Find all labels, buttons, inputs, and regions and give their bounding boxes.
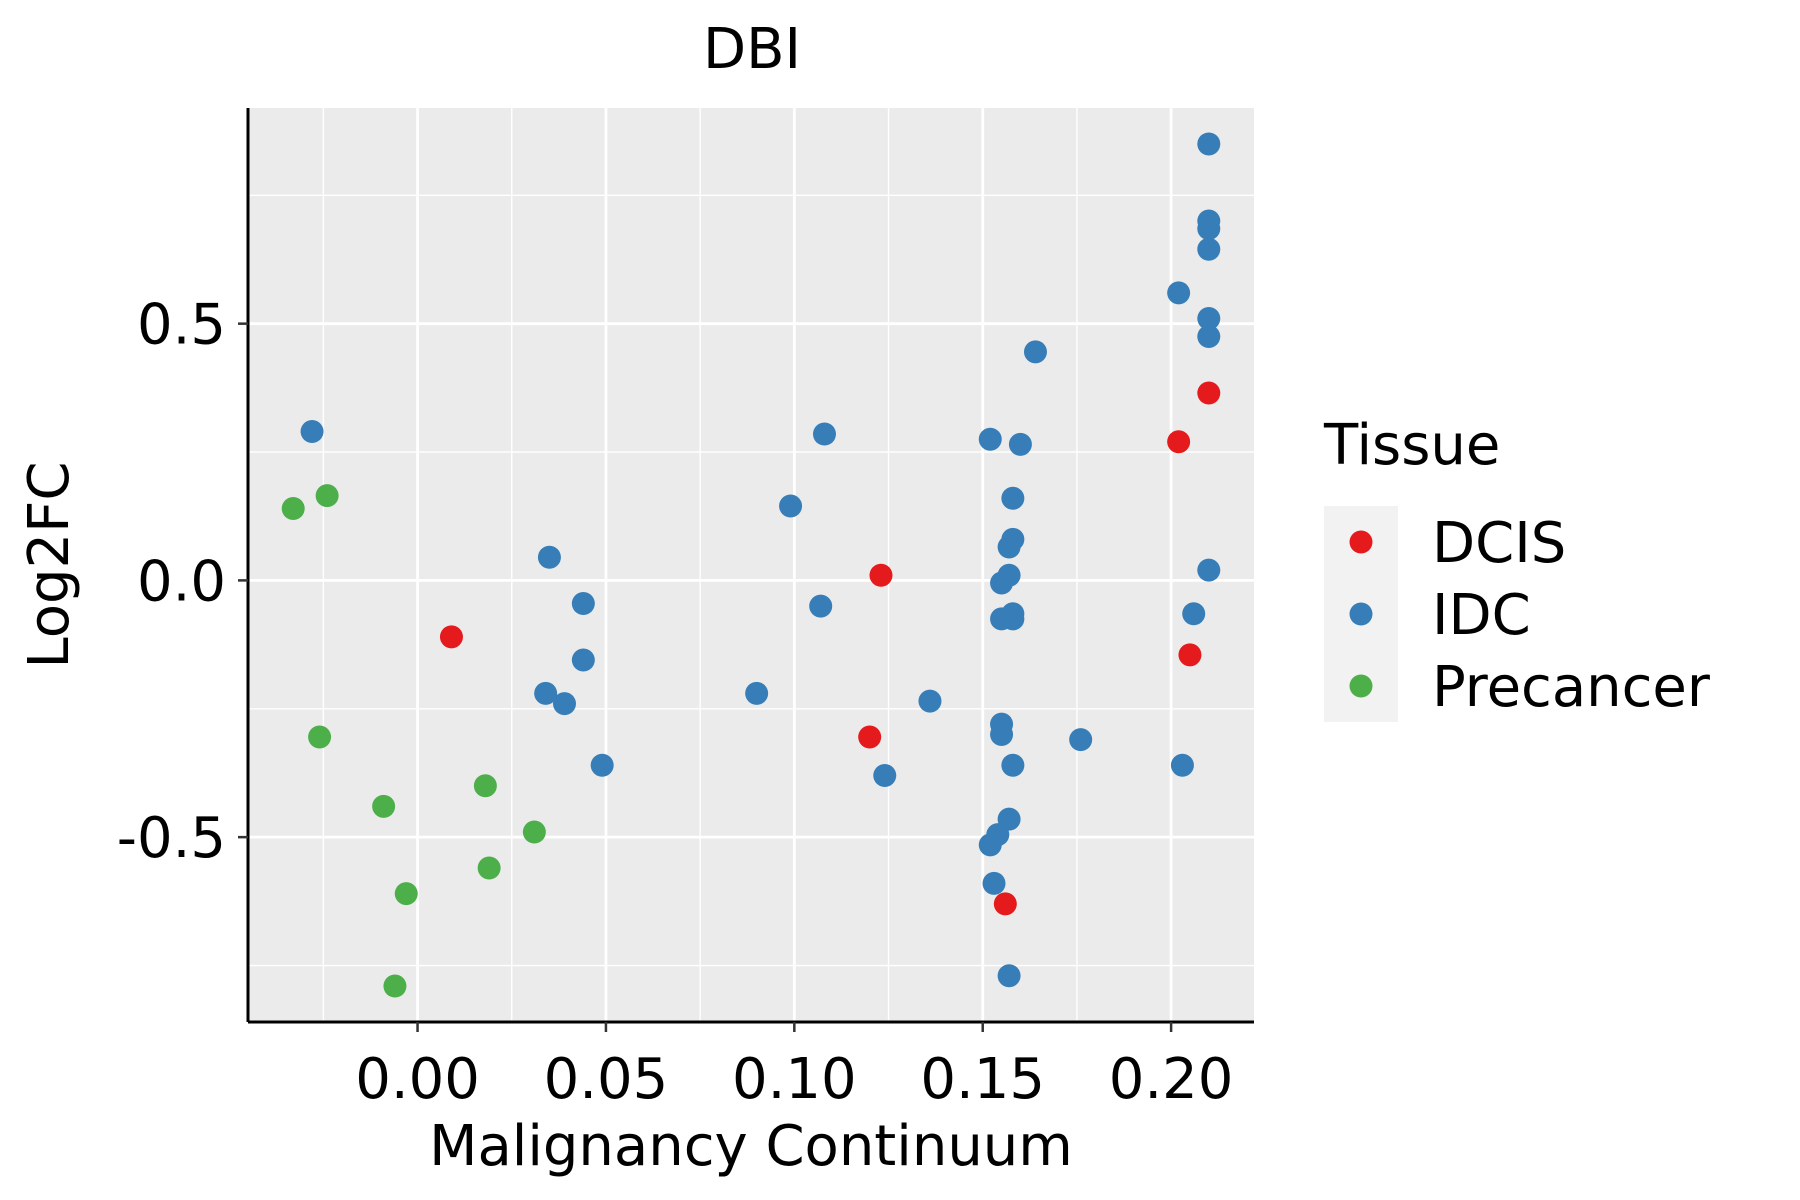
y-axis-ticks: 0.5 0.0 -0.5 bbox=[117, 293, 248, 871]
data-point-precancer bbox=[281, 497, 305, 521]
data-point-idc bbox=[1197, 307, 1221, 331]
x-tick-label: 0.10 bbox=[732, 1047, 857, 1112]
legend-label-precancer: Precancer bbox=[1432, 655, 1711, 720]
data-point-idc bbox=[1170, 753, 1194, 777]
data-point-idc bbox=[1069, 728, 1093, 752]
data-point-idc bbox=[552, 692, 576, 716]
data-point-idc bbox=[779, 494, 803, 518]
x-axis-ticks: 0.00 0.05 0.10 0.15 0.20 bbox=[355, 1022, 1233, 1112]
legend-key-idc bbox=[1349, 602, 1373, 626]
data-point-idc bbox=[997, 535, 1021, 559]
data-point-idc bbox=[812, 422, 836, 446]
major-gridlines bbox=[248, 108, 1254, 1022]
data-point-dcis bbox=[1197, 381, 1221, 405]
data-point-idc bbox=[537, 545, 561, 569]
data-point-dcis bbox=[993, 892, 1017, 916]
x-tick-label: 0.05 bbox=[544, 1047, 669, 1112]
data-point-idc bbox=[1008, 432, 1032, 456]
data-point-idc bbox=[982, 871, 1006, 895]
data-point-idc bbox=[978, 833, 1002, 857]
data-point-idc bbox=[1182, 602, 1206, 626]
series-dcis bbox=[439, 381, 1221, 916]
x-axis-title: Malignancy Continuum bbox=[429, 1114, 1073, 1179]
data-point-idc bbox=[1197, 558, 1221, 582]
y-axis-title: Log2FC bbox=[17, 462, 82, 669]
data-point-dcis bbox=[439, 625, 463, 649]
y-tick-label: 0.5 bbox=[137, 293, 226, 358]
legend-label-dcis: DCIS bbox=[1432, 511, 1566, 576]
data-point-idc bbox=[571, 648, 595, 672]
plot-panel bbox=[248, 108, 1254, 1022]
data-point-idc bbox=[1197, 237, 1221, 261]
data-point-idc bbox=[534, 681, 558, 705]
data-point-dcis bbox=[1178, 643, 1202, 667]
legend: Tissue DCIS IDC Precancer bbox=[1323, 413, 1711, 722]
legend-key-precancer bbox=[1349, 674, 1373, 698]
legend-key-dcis bbox=[1349, 530, 1373, 554]
data-point-idc bbox=[990, 571, 1014, 595]
series-idc bbox=[300, 132, 1221, 988]
data-point-idc bbox=[1001, 753, 1025, 777]
x-tick-label: 0.20 bbox=[1109, 1047, 1234, 1112]
data-point-idc bbox=[300, 419, 324, 443]
data-point-dcis bbox=[858, 725, 882, 749]
data-point-dcis bbox=[869, 563, 893, 587]
legend-entries: DCIS IDC Precancer bbox=[1349, 511, 1711, 720]
data-point-idc bbox=[571, 592, 595, 616]
data-point-idc bbox=[809, 594, 833, 618]
legend-label-idc: IDC bbox=[1432, 583, 1531, 648]
minor-gridlines bbox=[248, 108, 1254, 1022]
data-point-idc bbox=[997, 964, 1021, 988]
y-tick-label: -0.5 bbox=[117, 806, 226, 871]
data-point-precancer bbox=[394, 882, 418, 906]
x-tick-label: 0.15 bbox=[920, 1047, 1045, 1112]
data-point-idc bbox=[918, 689, 942, 713]
data-point-idc bbox=[990, 722, 1014, 746]
series-precancer bbox=[281, 484, 546, 998]
data-point-idc bbox=[745, 681, 769, 705]
legend-title: Tissue bbox=[1323, 413, 1500, 478]
data-point-precancer bbox=[473, 774, 497, 798]
data-points bbox=[281, 132, 1221, 998]
data-point-idc bbox=[1001, 607, 1025, 631]
data-point-idc bbox=[1197, 132, 1221, 156]
data-point-dcis bbox=[1167, 430, 1191, 454]
data-point-precancer bbox=[477, 856, 501, 880]
data-point-idc bbox=[1197, 325, 1221, 348]
data-point-precancer bbox=[308, 725, 332, 749]
data-point-idc bbox=[873, 764, 897, 788]
chart-title: DBI bbox=[703, 17, 801, 82]
data-point-idc bbox=[1197, 217, 1221, 241]
y-tick-label: 0.0 bbox=[137, 549, 226, 614]
data-point-precancer bbox=[315, 484, 339, 508]
data-point-precancer bbox=[383, 974, 407, 998]
data-point-idc bbox=[590, 753, 614, 777]
data-point-idc bbox=[1167, 281, 1191, 305]
data-point-idc bbox=[1023, 340, 1047, 364]
x-tick-label: 0.00 bbox=[355, 1047, 480, 1112]
data-point-idc bbox=[1001, 486, 1025, 510]
data-point-idc bbox=[978, 427, 1002, 451]
data-point-precancer bbox=[372, 794, 396, 818]
data-point-precancer bbox=[522, 820, 546, 844]
